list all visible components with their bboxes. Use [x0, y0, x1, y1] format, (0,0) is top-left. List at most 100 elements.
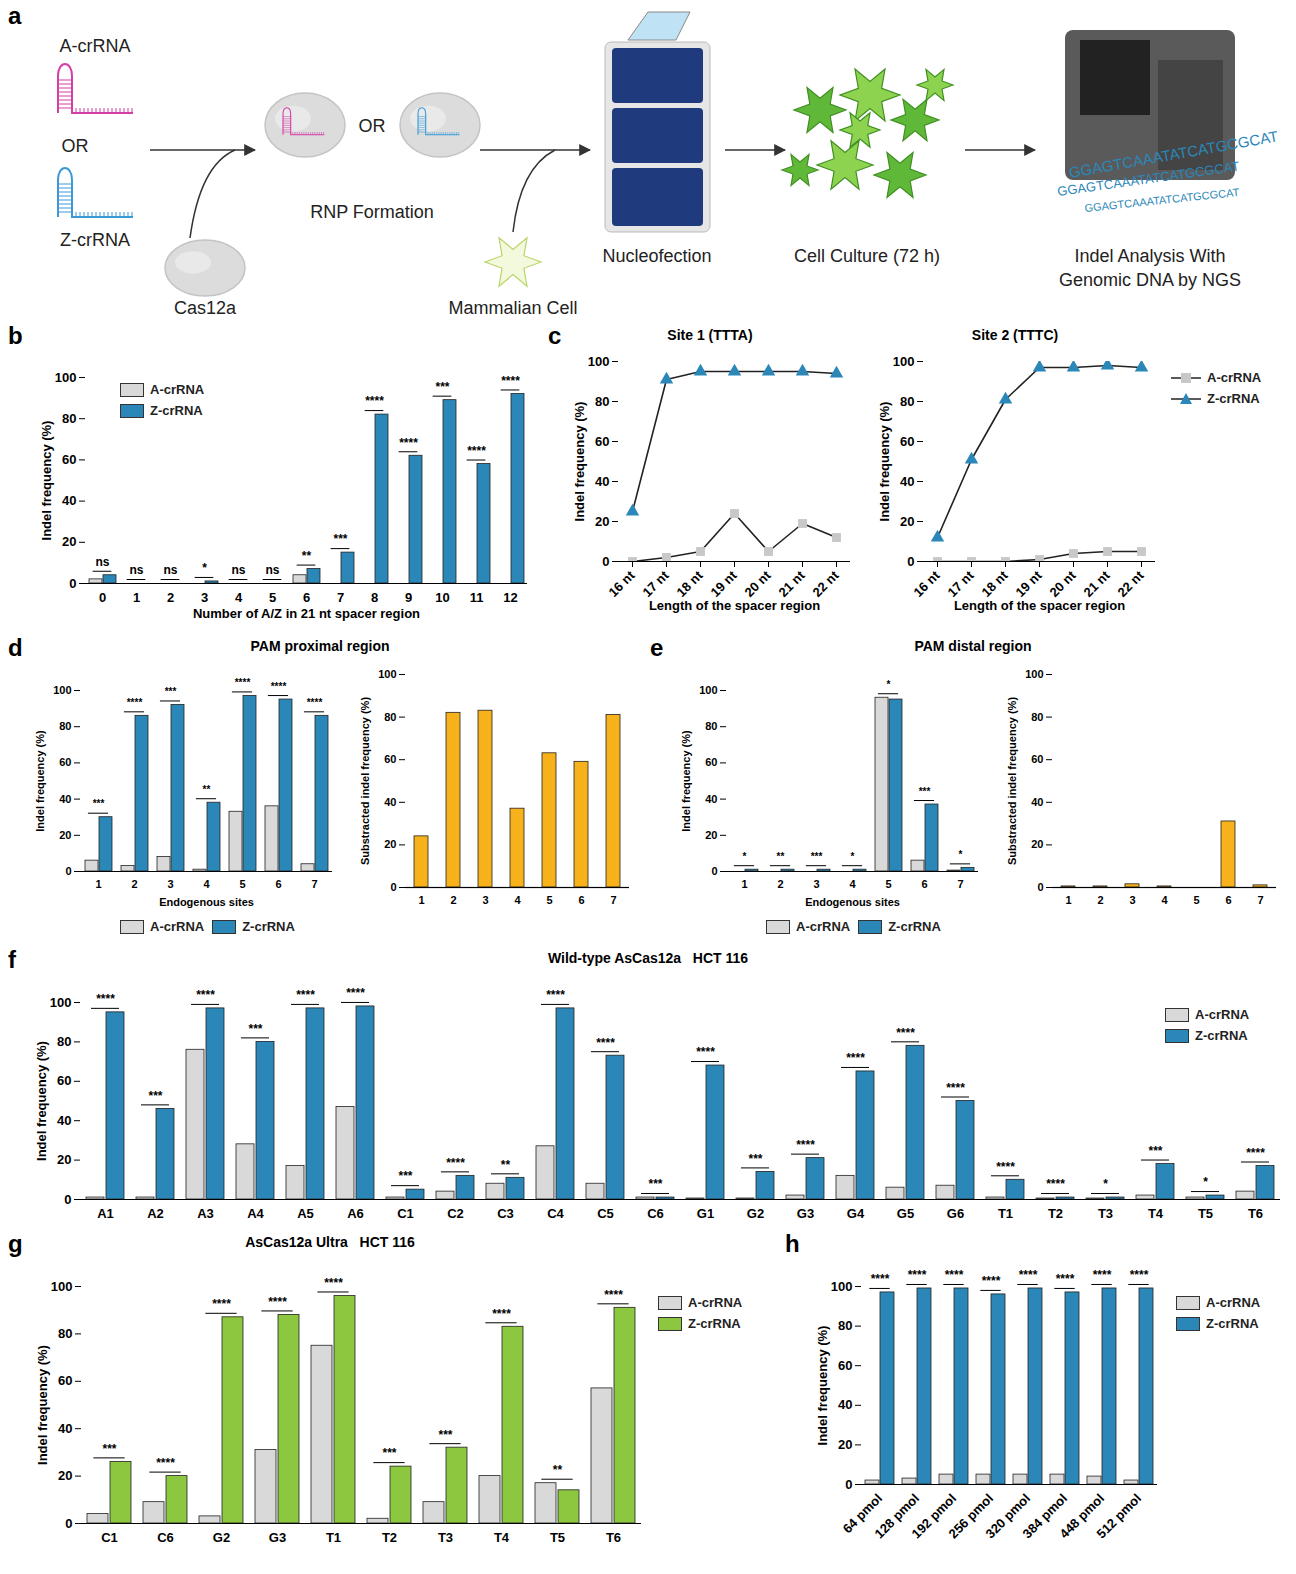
svg-text:A6: A6: [347, 1206, 364, 1221]
svg-text:T5: T5: [1198, 1206, 1213, 1221]
svg-text:****: ****: [346, 986, 365, 1000]
svg-text:22 nt: 22 nt: [810, 567, 843, 600]
svg-text:5: 5: [269, 590, 276, 605]
svg-text:***: ***: [93, 798, 105, 809]
svg-text:1: 1: [741, 878, 747, 890]
svg-text:18 nt: 18 nt: [979, 567, 1012, 600]
svg-text:****: ****: [871, 1272, 890, 1286]
svg-text:80: 80: [1031, 711, 1043, 723]
svg-text:T2: T2: [1048, 1206, 1063, 1221]
svg-text:2: 2: [450, 894, 456, 906]
svg-text:100: 100: [831, 1279, 853, 1294]
svg-text:21 nt: 21 nt: [776, 567, 809, 600]
svg-text:7: 7: [311, 878, 317, 890]
svg-text:****: ****: [1056, 1272, 1075, 1286]
svg-text:ns: ns: [129, 563, 143, 577]
svg-text:G1: G1: [697, 1206, 714, 1221]
svg-text:G3: G3: [269, 1530, 286, 1545]
svg-text:40: 40: [384, 796, 396, 808]
svg-text:4: 4: [203, 878, 210, 890]
svg-text:20: 20: [62, 534, 76, 549]
svg-text:7: 7: [957, 878, 963, 890]
svg-text:G5: G5: [897, 1206, 914, 1221]
svg-text:Genomic DNA by NGS: Genomic DNA by NGS: [1059, 270, 1241, 290]
svg-text:ns: ns: [163, 563, 177, 577]
svg-text:20: 20: [57, 1152, 71, 1167]
svg-text:100: 100: [699, 684, 717, 696]
svg-text:****: ****: [212, 1297, 231, 1311]
svg-text:GGAGTCAAATATCATGCGCAT: GGAGTCAAATATCATGCGCAT: [1084, 186, 1240, 214]
svg-text:****: ****: [324, 1276, 343, 1290]
svg-text:0: 0: [69, 576, 76, 591]
svg-text:1: 1: [133, 590, 140, 605]
svg-text:****: ****: [846, 1051, 865, 1065]
svg-text:Indel frequency (%): Indel frequency (%): [572, 402, 587, 522]
svg-text:****: ****: [501, 374, 520, 388]
svg-text:**: **: [203, 784, 211, 795]
svg-text:18 nt: 18 nt: [674, 567, 707, 600]
svg-text:A4: A4: [247, 1206, 264, 1221]
svg-text:C1: C1: [397, 1206, 414, 1221]
svg-text:T6: T6: [1248, 1206, 1263, 1221]
svg-text:***: ***: [382, 1446, 396, 1460]
svg-text:6: 6: [921, 878, 927, 890]
svg-text:C1: C1: [101, 1530, 118, 1545]
svg-text:*: *: [959, 849, 963, 860]
svg-text:60: 60: [59, 756, 71, 768]
svg-text:0: 0: [65, 1516, 72, 1531]
svg-text:60: 60: [900, 434, 914, 449]
svg-text:40: 40: [838, 1397, 852, 1412]
svg-text:G4: G4: [847, 1206, 865, 1221]
svg-text:0: 0: [1037, 881, 1043, 893]
svg-text:****: ****: [696, 1045, 715, 1059]
svg-text:100: 100: [588, 354, 610, 369]
svg-text:60: 60: [58, 1373, 72, 1388]
svg-text:60: 60: [62, 452, 76, 467]
svg-text:0: 0: [390, 881, 396, 893]
svg-text:***: ***: [398, 1169, 412, 1183]
svg-text:OR: OR: [359, 116, 386, 136]
svg-text:6: 6: [1225, 894, 1231, 906]
svg-text:20: 20: [705, 829, 717, 841]
svg-text:****: ****: [546, 988, 565, 1002]
svg-text:T3: T3: [1098, 1206, 1113, 1221]
svg-text:****: ****: [296, 988, 315, 1002]
svg-text:21 nt: 21 nt: [1081, 567, 1114, 600]
svg-text:80: 80: [58, 1326, 72, 1341]
svg-text:0: 0: [845, 1477, 852, 1492]
svg-text:20: 20: [58, 1468, 72, 1483]
svg-text:6: 6: [578, 894, 584, 906]
svg-text:4: 4: [1161, 894, 1168, 906]
svg-text:C4: C4: [547, 1206, 564, 1221]
svg-text:***: ***: [648, 1177, 662, 1191]
svg-text:3: 3: [482, 894, 488, 906]
svg-text:4: 4: [849, 878, 856, 890]
svg-text:3: 3: [813, 878, 819, 890]
svg-text:3: 3: [201, 590, 208, 605]
svg-text:*: *: [887, 679, 891, 690]
svg-text:A3: A3: [197, 1206, 214, 1221]
svg-text:***: ***: [1148, 1144, 1162, 1158]
svg-text:T1: T1: [998, 1206, 1013, 1221]
svg-text:***: ***: [435, 380, 449, 394]
svg-text:C6: C6: [647, 1206, 664, 1221]
svg-text:16 nt: 16 nt: [606, 567, 639, 600]
svg-text:40: 40: [58, 1421, 72, 1436]
svg-text:Number of A/Z in 21 nt spacer: Number of A/Z in 21 nt spacer region: [193, 606, 420, 621]
svg-text:***: ***: [811, 851, 823, 862]
svg-text:4: 4: [514, 894, 521, 906]
svg-text:****: ****: [96, 992, 115, 1006]
svg-text:80: 80: [705, 720, 717, 732]
svg-text:T4: T4: [494, 1530, 510, 1545]
svg-text:Indel frequency (%): Indel frequency (%): [34, 1041, 49, 1161]
svg-text:C2: C2: [447, 1206, 464, 1221]
svg-text:5: 5: [239, 878, 245, 890]
svg-text:80: 80: [62, 411, 76, 426]
svg-text:7: 7: [337, 590, 344, 605]
svg-text:GGAGTCAAATATCATGCGCAT: GGAGTCAAATATCATGCGCAT: [1068, 127, 1280, 181]
svg-text:**: **: [553, 1463, 563, 1477]
svg-text:ns: ns: [265, 563, 279, 577]
svg-text:***: ***: [438, 1428, 452, 1442]
svg-text:20: 20: [838, 1437, 852, 1452]
svg-text:***: ***: [919, 786, 931, 797]
